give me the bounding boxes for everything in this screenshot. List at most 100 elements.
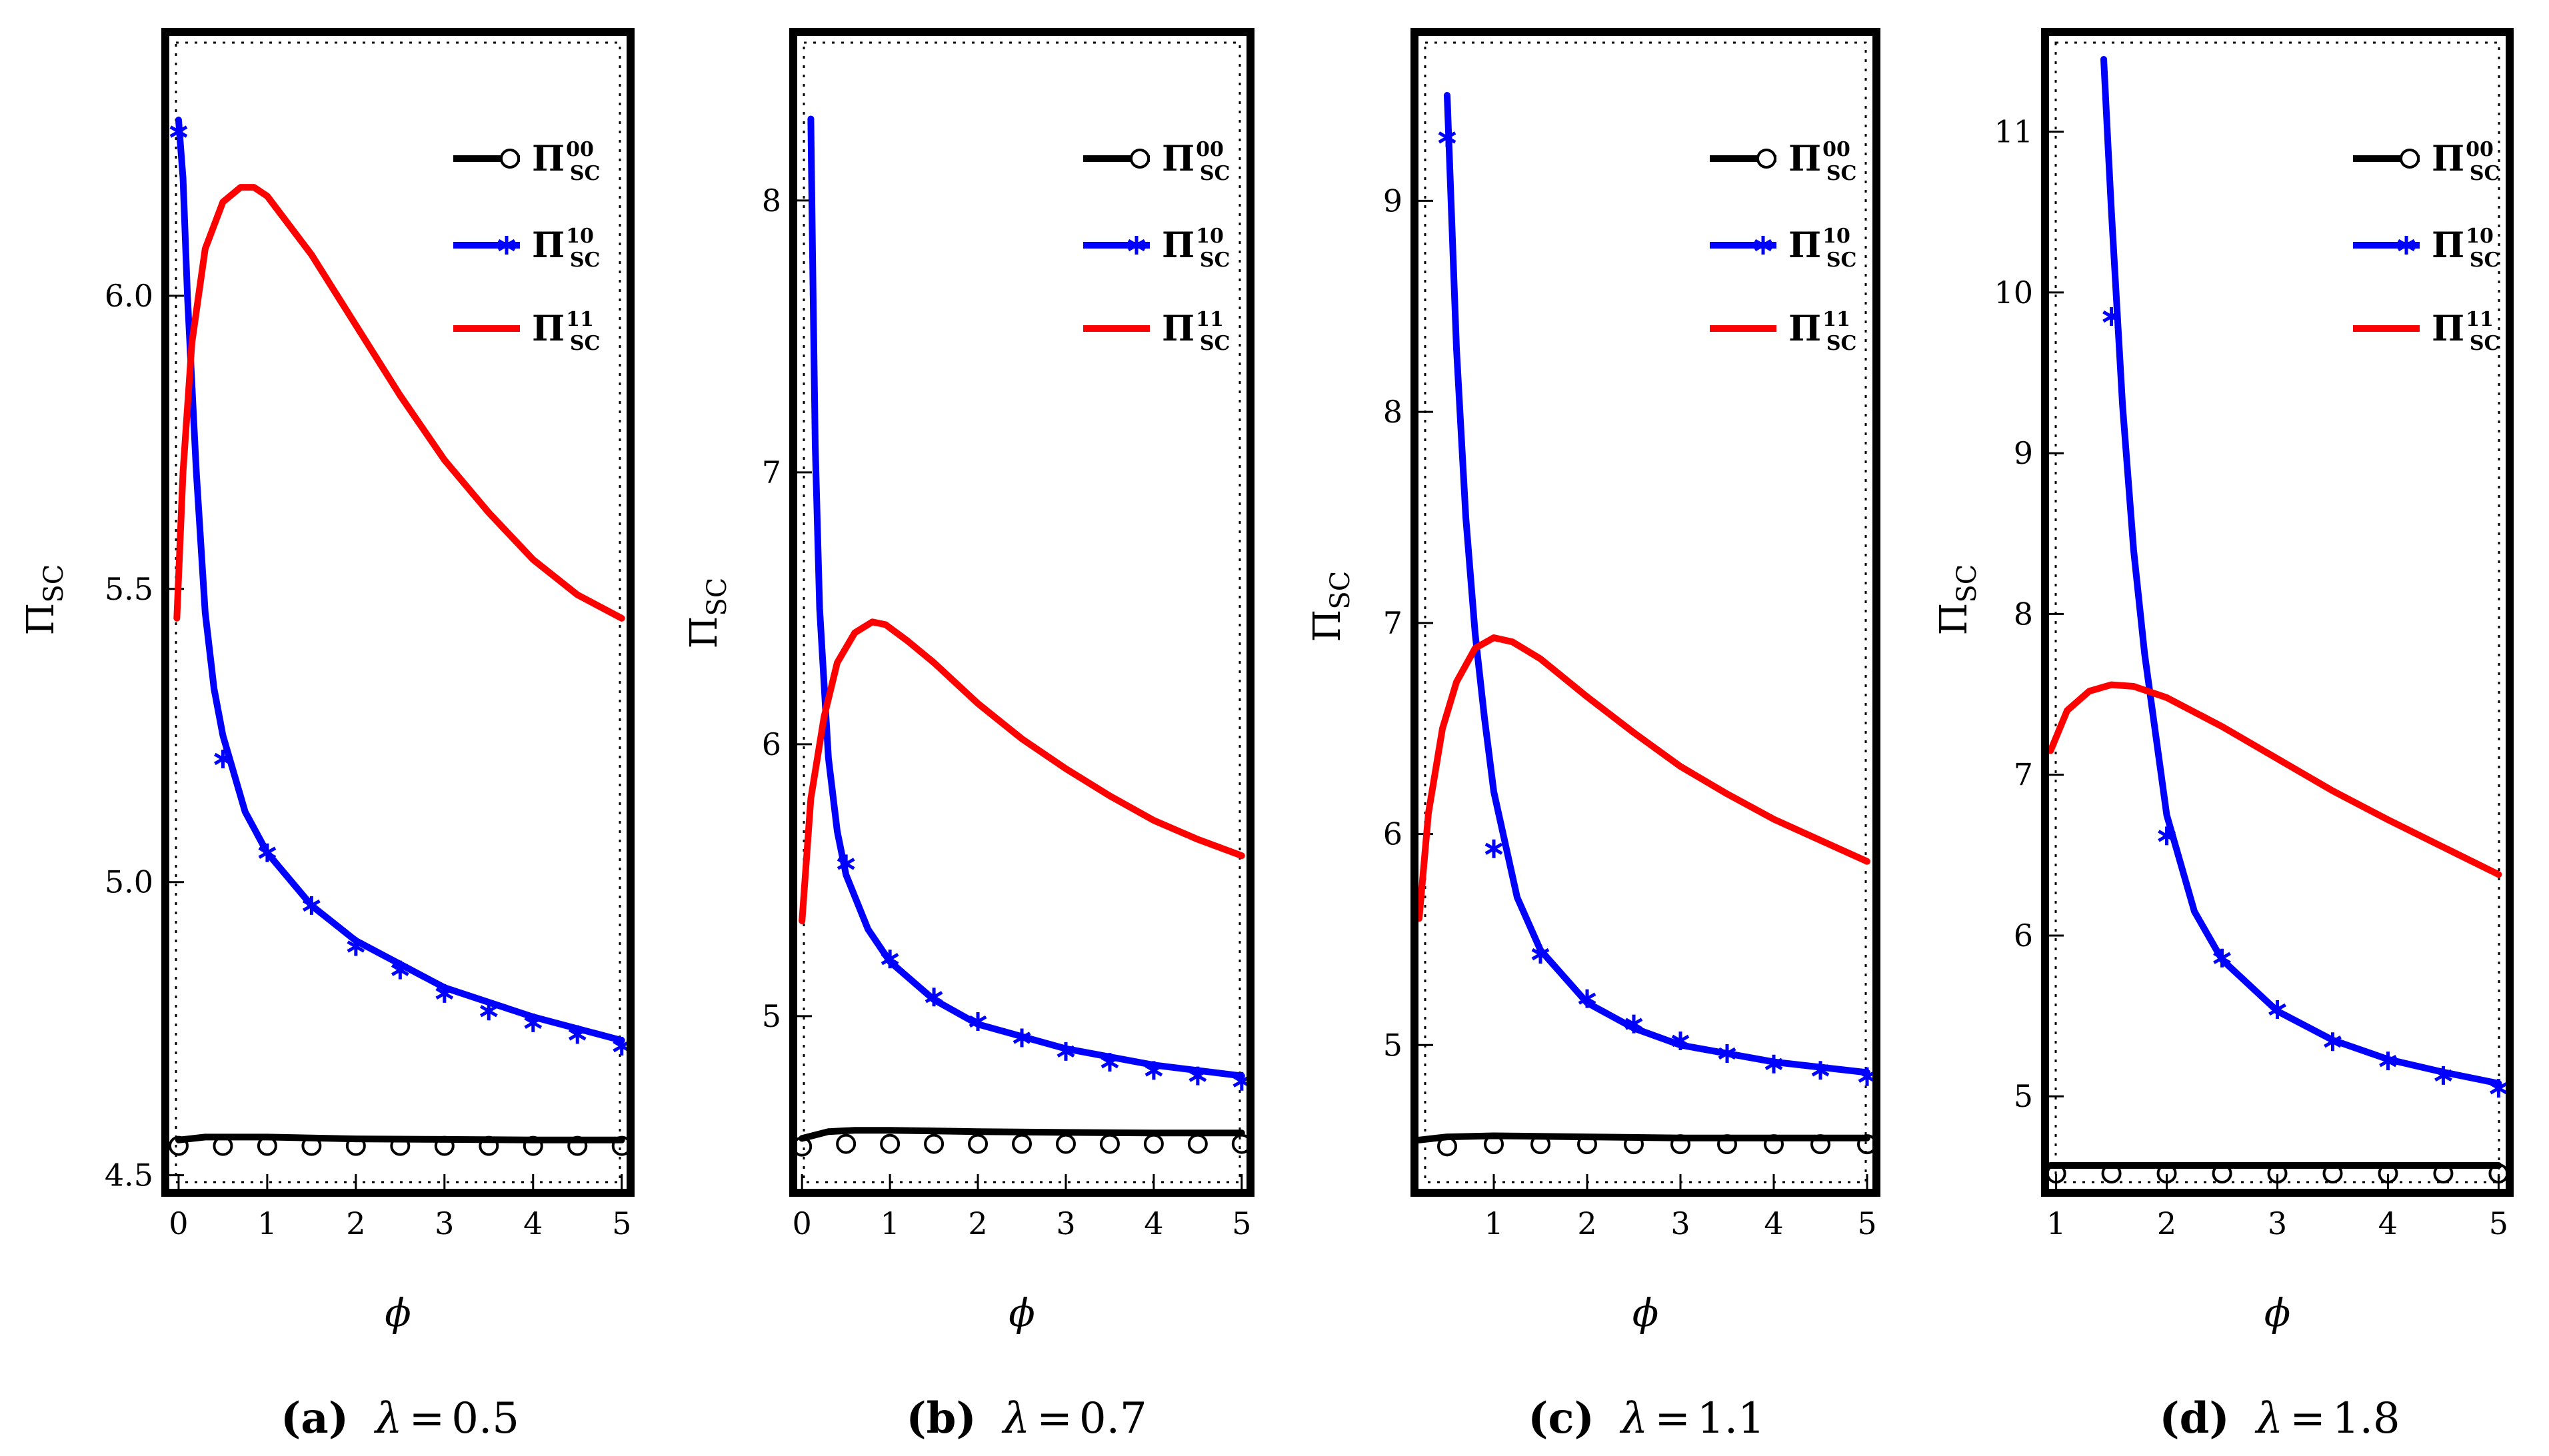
star-marker bbox=[2324, 1032, 2342, 1052]
plot-inner-dotted-frame bbox=[2054, 41, 2500, 1183]
y-tick-label: 7 bbox=[2014, 757, 2033, 793]
circle-marker bbox=[257, 1135, 277, 1156]
x-tick-label: 4 bbox=[523, 1205, 543, 1241]
star-marker bbox=[258, 843, 277, 862]
y-axis-label: ΠSC bbox=[1306, 571, 1356, 642]
star-marker bbox=[925, 988, 943, 1007]
series-group bbox=[2049, 56, 2506, 1184]
circle-marker bbox=[1231, 1133, 1247, 1154]
series-line bbox=[2049, 681, 2502, 878]
chart-panel-c: 1 2 3 4 5 5 6 7 8 9 Π00 SC Π10 SC Π11 SC ΠSC ϕ (c) λ = 1.1 bbox=[1306, 28, 1880, 1443]
x-tick-label: 4 bbox=[2378, 1205, 2398, 1241]
star-marker bbox=[1811, 1061, 1830, 1080]
chart-panel-b: 0 1 2 3 4 5 5 6 7 8 Π00 SC Π10 SC Π11 SC ΠSC ϕ (b) λ = 0.7 bbox=[683, 28, 1255, 1443]
x-tick-label: 3 bbox=[435, 1205, 454, 1241]
legend-label: Π00 SC bbox=[532, 138, 600, 185]
panel-caption: (d) λ = 1.8 bbox=[2159, 1393, 2400, 1443]
x-tick-label: 5 bbox=[612, 1205, 631, 1241]
series-line bbox=[2100, 56, 2502, 1087]
y-tick-label: 6.0 bbox=[105, 278, 153, 314]
circle-marker bbox=[836, 1133, 857, 1154]
circle-marker bbox=[567, 1135, 588, 1156]
legend-entry-00: Π00 SC bbox=[453, 138, 600, 185]
legend-entry-00: Π00 SC bbox=[1710, 138, 1856, 185]
y-tick-label: 5.0 bbox=[105, 864, 153, 900]
legend-entry-10: Π10 SC bbox=[2353, 225, 2500, 272]
star-marker bbox=[2379, 1052, 2397, 1071]
legend-entry-00: Π00 SC bbox=[2353, 138, 2500, 185]
circle-marker bbox=[2488, 1163, 2506, 1184]
x-tick-label: 0 bbox=[793, 1205, 812, 1241]
chart-panel-d: 1 2 3 4 5 5 6 7 8 9 10 11 Π00 SC Π10 SC Π11 SC ΠSC ϕ (d) λ = 1.… bbox=[1932, 28, 2514, 1443]
legend-circle-marker bbox=[1130, 149, 1150, 169]
series-line bbox=[1444, 92, 1870, 1076]
legend-entry-11: Π11 SC bbox=[2353, 308, 2500, 355]
y-tick-label: 5.5 bbox=[105, 571, 153, 607]
star-marker bbox=[1101, 1053, 1119, 1072]
plot-inner-dotted-frame bbox=[1424, 41, 1867, 1183]
circle-marker bbox=[1857, 1134, 1872, 1155]
star-marker bbox=[524, 1013, 543, 1032]
legend-entry-10: Π10 SC bbox=[1710, 225, 1856, 272]
legend-label: Π11 SC bbox=[2432, 308, 2500, 355]
star-marker bbox=[2102, 307, 2120, 327]
circle-marker bbox=[611, 1135, 627, 1156]
y-tick-label: 4.5 bbox=[105, 1157, 153, 1193]
circle-marker bbox=[1055, 1133, 1076, 1154]
plot-frame bbox=[2041, 28, 2514, 1197]
x-tick-label: 0 bbox=[169, 1205, 188, 1241]
series-line bbox=[807, 115, 1245, 1080]
y-tick-label: 6 bbox=[762, 726, 781, 762]
y-axis-label: ΠSC bbox=[1932, 564, 1982, 636]
star-marker bbox=[479, 1002, 498, 1021]
circle-marker bbox=[1012, 1133, 1032, 1154]
circle-marker bbox=[1484, 1134, 1504, 1155]
x-tick-label: 3 bbox=[1670, 1205, 1690, 1241]
x-tick-label: 2 bbox=[1577, 1205, 1596, 1241]
star-marker bbox=[2434, 1066, 2452, 1085]
series-group bbox=[169, 117, 627, 1156]
circle-marker bbox=[2433, 1163, 2454, 1184]
circle-marker bbox=[1624, 1134, 1644, 1155]
x-axis-label: ϕ bbox=[1009, 1290, 1035, 1335]
circle-marker bbox=[434, 1135, 455, 1156]
circle-marker bbox=[2322, 1163, 2343, 1184]
star-marker bbox=[613, 1037, 627, 1056]
circle-marker bbox=[1670, 1134, 1690, 1155]
y-tick-label: 5 bbox=[2014, 1078, 2033, 1114]
circle-marker bbox=[479, 1135, 499, 1156]
legend-label: Π11 SC bbox=[532, 308, 600, 355]
star-marker bbox=[1484, 839, 1503, 858]
star-marker bbox=[1764, 1054, 1783, 1074]
x-axis-label: ϕ bbox=[2264, 1290, 2291, 1335]
legend-label: Π11 SC bbox=[1162, 308, 1230, 355]
series-group bbox=[1418, 92, 1872, 1157]
circle-marker bbox=[1437, 1136, 1457, 1157]
circle-marker bbox=[968, 1133, 989, 1154]
legend-entry-11: Π11 SC bbox=[453, 308, 600, 355]
star-marker bbox=[214, 749, 232, 768]
y-tick-label: 9 bbox=[1383, 183, 1402, 219]
circle-marker bbox=[213, 1135, 233, 1156]
circle-marker bbox=[880, 1133, 901, 1154]
legend-label: Π00 SC bbox=[2432, 138, 2500, 185]
circle-marker bbox=[2267, 1163, 2288, 1184]
y-tick-label: 6 bbox=[2014, 918, 2033, 954]
star-marker bbox=[1013, 1028, 1031, 1048]
star-marker bbox=[568, 1025, 587, 1044]
legend-entry-10: Π10 SC bbox=[453, 225, 600, 272]
star-marker bbox=[1531, 945, 1550, 964]
circle-marker bbox=[2101, 1163, 2122, 1184]
circle-marker bbox=[345, 1135, 366, 1156]
star-marker bbox=[347, 937, 365, 956]
plot-frame bbox=[161, 28, 635, 1197]
y-tick-label: 7 bbox=[1383, 605, 1402, 641]
x-tick-label: 2 bbox=[2157, 1205, 2176, 1241]
x-tick-label: 1 bbox=[2046, 1205, 2066, 1241]
plot-frame bbox=[1410, 28, 1880, 1197]
star-marker bbox=[1233, 1072, 1247, 1091]
circle-marker bbox=[2212, 1163, 2232, 1184]
legend-label: Π10 SC bbox=[1788, 225, 1856, 272]
y-tick-label: 5 bbox=[1383, 1027, 1402, 1063]
x-axis-label: ϕ bbox=[385, 1290, 411, 1335]
